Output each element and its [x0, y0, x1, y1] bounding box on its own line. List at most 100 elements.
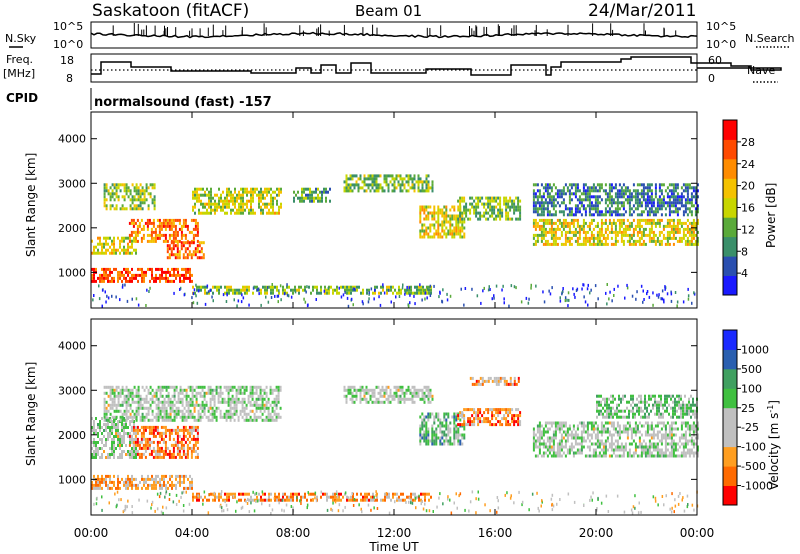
- heatmap-cell: [662, 233, 665, 237]
- heatmap-cell: [163, 474, 165, 478]
- heatmap-cell: [183, 418, 186, 422]
- heatmap-cell: [226, 285, 228, 289]
- heatmap-cell: [544, 183, 547, 187]
- heatmap-cell: [214, 211, 216, 215]
- heatmap-cell: [446, 298, 449, 302]
- heatmap-cell: [131, 276, 133, 280]
- heatmap-cell: [242, 288, 244, 292]
- heatmap-cell: [253, 385, 256, 389]
- heatmap-cell: [469, 196, 472, 200]
- heatmap-cell: [401, 189, 404, 193]
- heatmap-cell: [421, 427, 424, 431]
- heatmap-cell: [501, 214, 504, 218]
- heatmap-cell: [222, 199, 224, 203]
- heatmap-cell: [421, 208, 424, 212]
- heatmap-cell: [224, 211, 226, 215]
- heatmap-cell: [217, 391, 220, 395]
- heatmap-cell: [676, 218, 679, 222]
- heatmap-cell: [594, 284, 597, 288]
- heatmap-cell: [109, 474, 111, 478]
- heatmap-cell: [160, 227, 163, 231]
- heatmap-cell: [91, 426, 93, 429]
- heatmap-cell: [121, 385, 124, 389]
- heatmap-cell: [696, 204, 699, 208]
- heatmap-cell: [393, 391, 396, 395]
- heatmap-cell: [517, 202, 520, 206]
- heatmap-cell: [366, 492, 368, 496]
- heatmap-cell: [409, 388, 412, 392]
- heatmap-cell: [362, 495, 364, 499]
- heatmap-cell: [111, 415, 114, 419]
- heatmap-cell: [588, 221, 591, 225]
- heatmap-cell: [491, 423, 494, 427]
- heatmap-cell: [559, 296, 561, 300]
- heatmap-cell: [99, 456, 101, 459]
- heatmap-cell: [174, 253, 177, 257]
- heatmap-cell: [415, 180, 418, 184]
- heatmap-cell: [208, 190, 210, 194]
- heatmap-cell: [128, 221, 131, 225]
- heatmap-cell: [616, 239, 619, 243]
- heatmap-cell: [171, 267, 173, 271]
- heatmap-cell: [172, 233, 175, 237]
- heatmap-cell: [363, 394, 366, 398]
- heatmap-cell: [147, 207, 150, 211]
- heatmap-cell: [248, 199, 250, 203]
- heatmap-cell: [260, 211, 262, 215]
- heatmap-cell: [197, 385, 200, 389]
- heatmap-cell: [302, 495, 304, 499]
- heatmap-cell: [243, 418, 246, 422]
- heatmap-cell: [226, 193, 228, 197]
- heatmap-cell: [425, 214, 428, 218]
- heatmap-cell: [95, 417, 97, 420]
- heatmap-cell: [373, 400, 376, 404]
- heatmap-cell: [135, 426, 137, 429]
- heatmap-cell: [127, 251, 129, 255]
- heatmap-cell: [678, 221, 681, 225]
- heatmap-cell: [209, 388, 212, 392]
- heatmap-cell: [218, 492, 220, 496]
- heatmap-cell: [497, 196, 500, 200]
- heatmap-cell: [459, 202, 462, 206]
- heatmap-cell: [203, 409, 206, 413]
- heatmap-cell: [620, 204, 623, 208]
- heatmap-cell: [696, 207, 699, 211]
- heatmap-cell: [674, 198, 677, 202]
- heatmap-cell: [174, 440, 177, 444]
- nsearch-label: N.Search: [745, 32, 795, 45]
- heatmap-cell: [103, 385, 106, 389]
- heatmap-cell: [164, 425, 167, 429]
- heatmap-cell: [204, 190, 206, 194]
- heatmap-cell: [138, 428, 141, 432]
- heatmap-cell: [421, 183, 424, 187]
- heatmap-cell: [196, 495, 198, 499]
- heatmap-cell: [355, 397, 358, 401]
- heatmap-cell: [101, 480, 103, 484]
- heatmap-cell: [588, 236, 591, 240]
- heatmap-cell: [275, 400, 278, 404]
- heatmap-cell: [211, 412, 214, 416]
- heatmap-cell: [127, 388, 130, 392]
- heatmap-cell: [437, 223, 440, 227]
- heatmap-cell: [662, 198, 665, 202]
- heatmap-cell: [425, 177, 428, 181]
- heatmap-cell: [155, 279, 157, 283]
- heatmap-cell: [548, 289, 550, 293]
- heatmap-cell: [157, 415, 160, 419]
- heatmap-cell: [105, 441, 107, 444]
- heatmap-cell: [139, 394, 142, 398]
- heatmap-cell: [144, 443, 147, 447]
- heatmap-cell: [192, 193, 194, 197]
- heatmap-cell: [179, 400, 182, 404]
- heatmap-cell: [232, 288, 234, 292]
- heatmap-cell: [425, 388, 428, 392]
- heatmap-cell: [392, 285, 394, 289]
- heatmap-cell: [193, 406, 196, 410]
- heatmap-cell: [578, 210, 581, 214]
- heatmap-cell: [451, 205, 454, 209]
- heatmap-cell: [638, 224, 641, 228]
- heatmap-cell: [532, 195, 535, 199]
- heatmap-cell: [211, 409, 214, 413]
- heatmap-cell: [542, 236, 545, 240]
- heatmap-cell: [288, 498, 290, 502]
